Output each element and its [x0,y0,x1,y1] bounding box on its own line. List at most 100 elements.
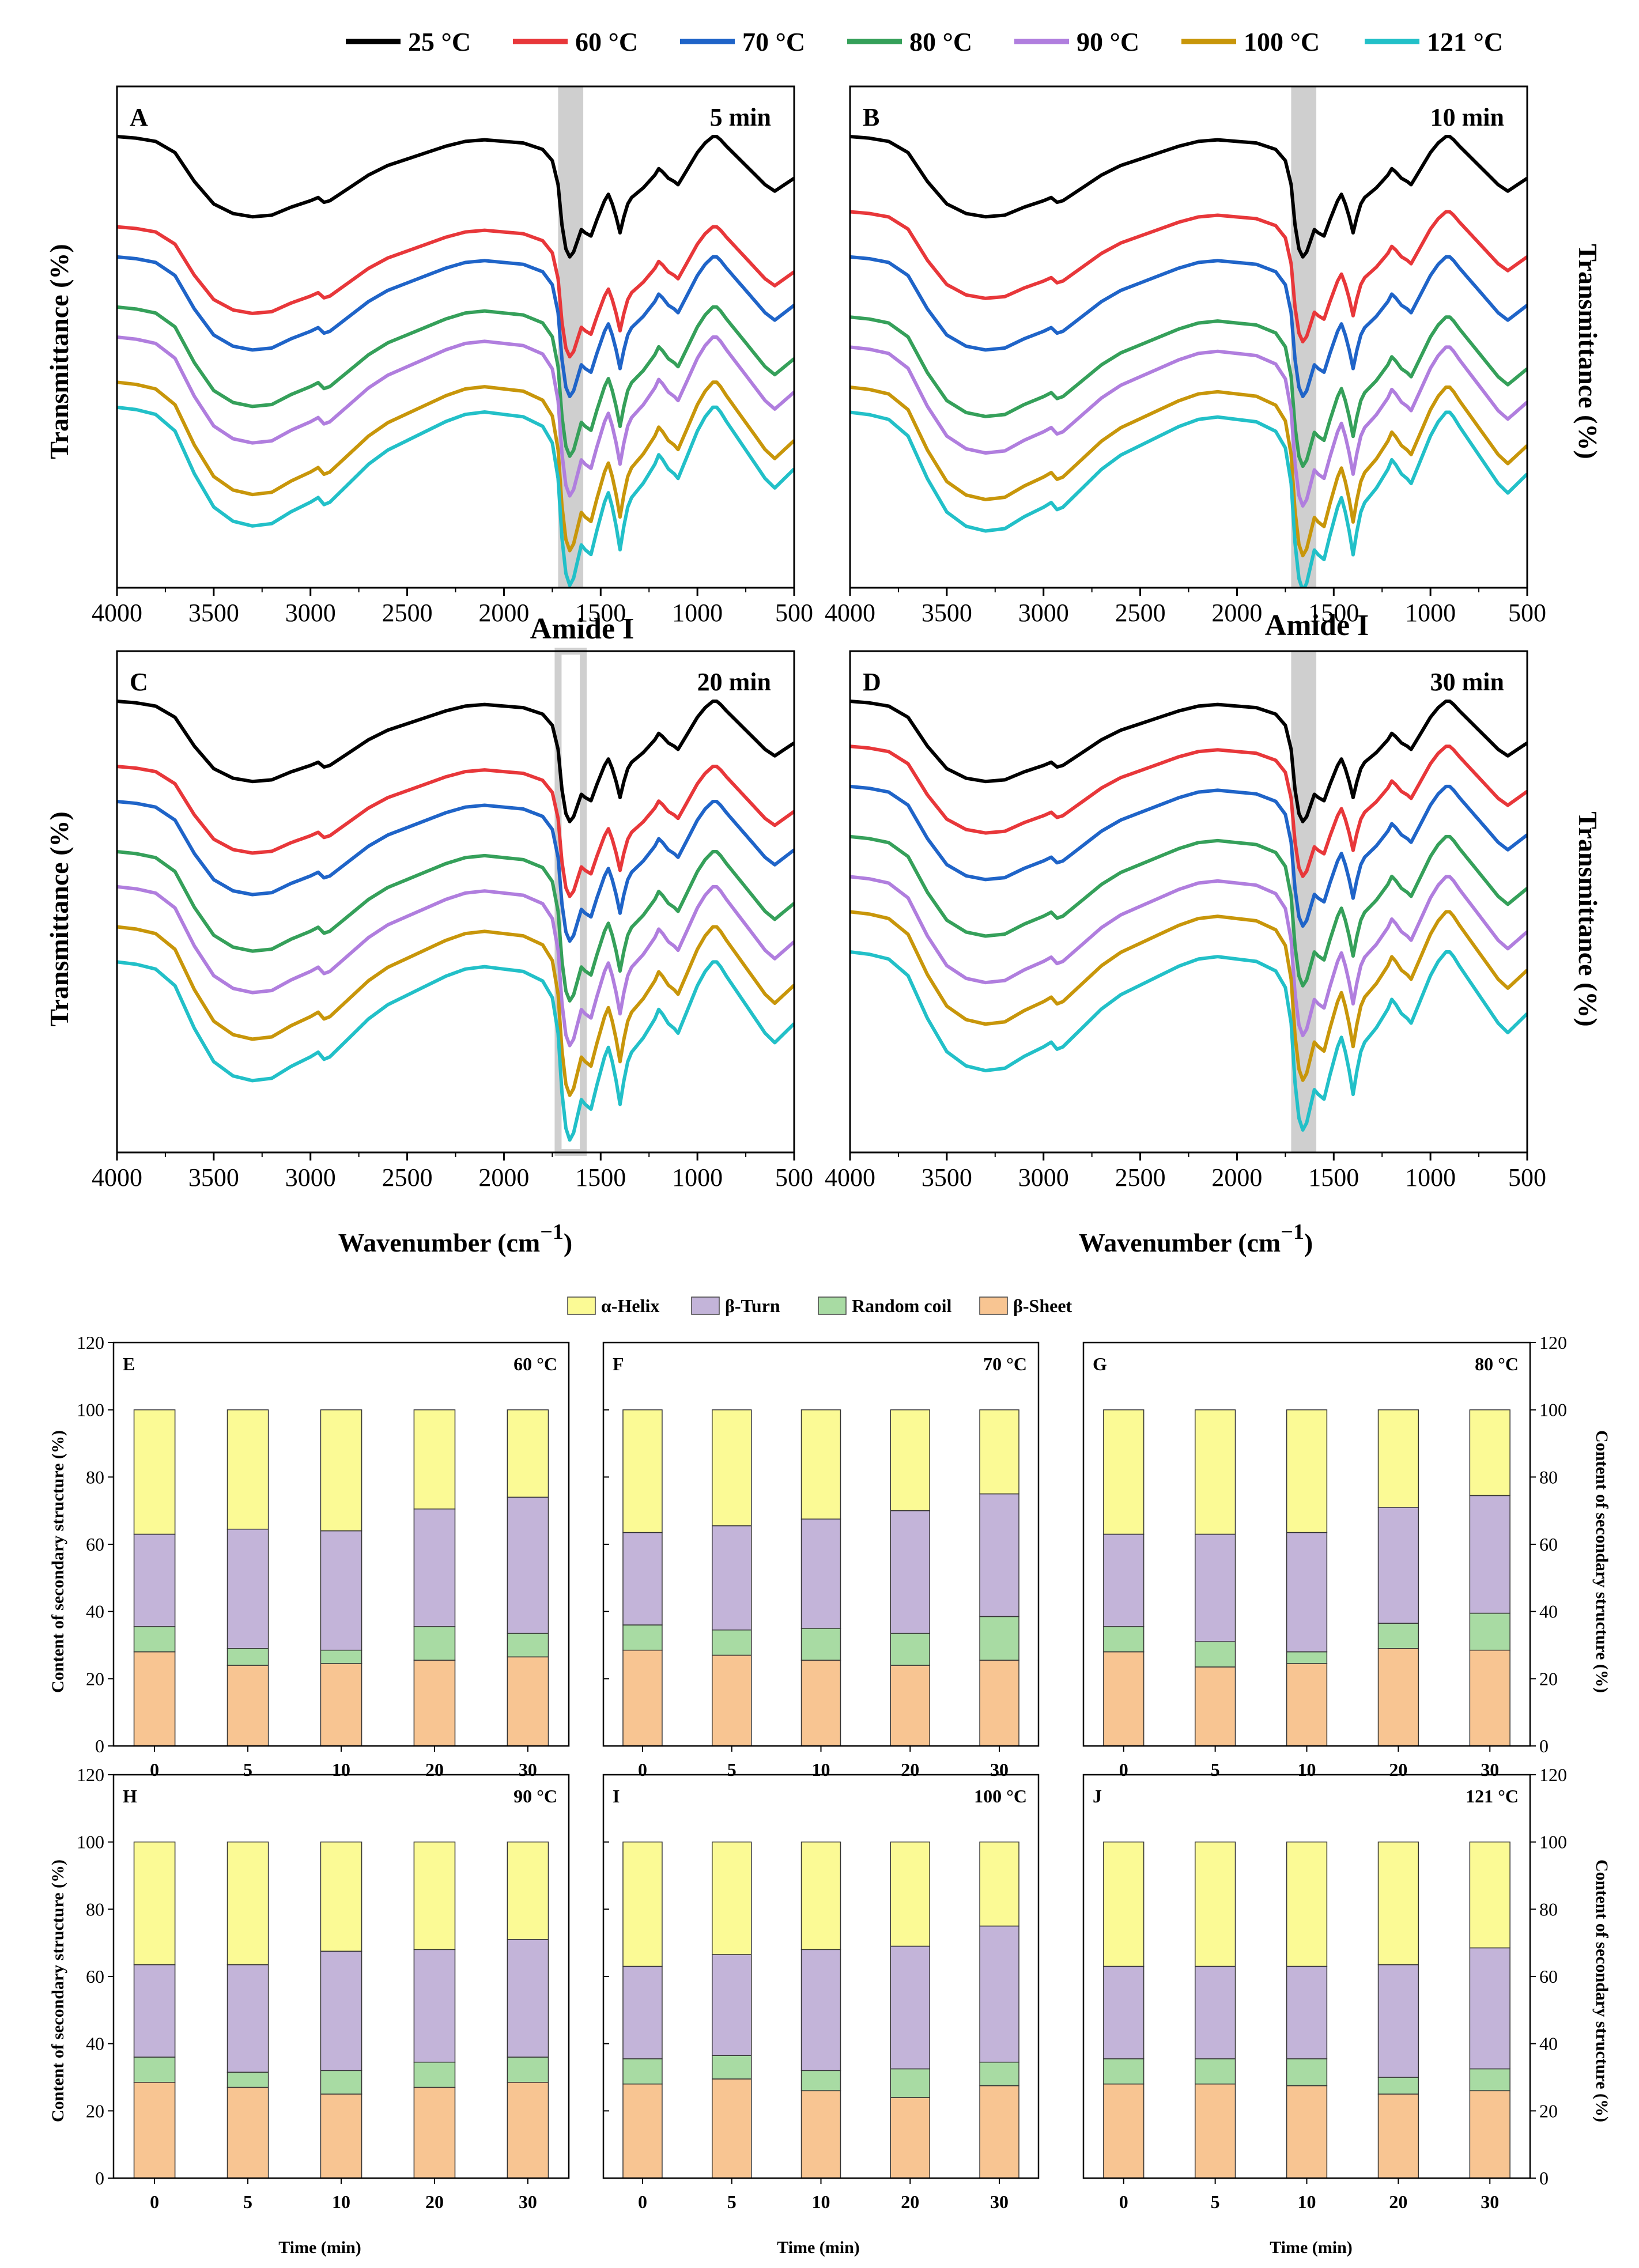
bar-turn [1195,1965,1236,2059]
spectrum-80c [850,315,1527,468]
bar-ylabel-bottom-right: Content of secondary structure (%) [1592,1859,1611,2122]
spectrum-60c [117,225,794,359]
bar-turn [890,1510,931,1634]
panel-temp: 90 °C [513,1786,557,1806]
bar-sheet [979,1660,1019,1747]
bar-turn [800,1949,841,2072]
spectrum-60c [117,765,794,898]
bar-legend: α-Helix β-Turn Random coil β-Sheet [567,1295,1072,1316]
spectrum-25c [850,135,1527,259]
y-tick-label: 0 [95,2168,104,2188]
bar-sheet [507,2082,549,2179]
spectrum-60c [850,744,1527,878]
panel-letter: I [613,1786,620,1806]
legend-swatch-helix [567,1296,596,1315]
bar-coil [979,2062,1019,2086]
x-tick-label: 10 [332,2191,350,2212]
bar-turn [507,1496,549,1634]
panel-temp: 80 °C [1475,1354,1519,1374]
spectrum-100c [850,385,1527,558]
y-tick-label: 100 [1539,1400,1567,1420]
panel-time: 20 min [697,668,771,696]
bar-coil [1286,2058,1328,2086]
bar-turn [979,1493,1019,1617]
legend-label-60: 60 °C [575,27,638,56]
bar-turn [133,1533,176,1627]
bar-ylabel-top-left: Content of secondary structure (%) [48,1430,67,1693]
bar-coil [1103,2058,1145,2085]
ftir-xlabel-right: Wavenumber (cm−1) [1079,1220,1313,1257]
bar-turn [320,1530,362,1651]
amide-label-right: Amide I [1265,609,1369,642]
bar-turn [226,1529,269,1649]
bar-coil [1469,2068,1510,2092]
y-tick-label: 80 [1539,1466,1558,1487]
bar-sheet [320,2093,362,2179]
x-tick-label: 4000 [92,1163,142,1192]
bar-helix [1103,1841,1145,1967]
spectrum-121c [117,405,794,587]
x-tick-label: 10 [332,1759,350,1780]
spectrum-100c [117,380,794,553]
x-tick-label: 5 [1211,1759,1220,1780]
x-tick-label: 500 [1508,1163,1546,1192]
x-tick-label: 20 [1389,2191,1407,2212]
bar-helix [890,1409,931,1511]
legend-label-80: 80 °C [909,27,972,56]
panel-temp: 70 °C [983,1354,1027,1374]
legend-label-100: 100 °C [1244,27,1320,56]
bar-turn [800,1518,841,1629]
bar-coil [800,2070,841,2092]
bar-helix [226,1409,269,1530]
x-tick-label: 5 [1211,2191,1220,2212]
x-tick-label: 1500 [575,1163,626,1192]
bar-helix [979,1841,1019,1927]
bar-coil [226,1648,269,1666]
legend-label-25: 25 °C [408,27,471,56]
x-tick-label: 2000 [478,1163,529,1192]
bar-turn [890,1945,931,2070]
y-tick-label: 40 [86,2033,104,2054]
bar-coil [1103,1626,1145,1653]
y-tick-label: 80 [86,1899,104,1919]
x-tick-label: 4000 [825,599,875,627]
bar-helix [800,1841,841,1951]
bar-turn [226,1964,269,2073]
ftir-legend: 25 °C 60 °C 70 °C 80 °C 90 °C 100 °C 121 °C [346,27,1503,56]
x-tick-label: 0 [638,2191,647,2212]
bar-helix [320,1409,362,1532]
spectrum-70c [850,784,1527,928]
bar-sheet [413,1660,456,1747]
bar-helix [413,1841,456,1951]
spectrum-121c [117,960,794,1142]
ftir-panel-c: 4000 3500 3000 2500 2000 1500 1000 500 C 20 min [92,648,813,1192]
bar-helix [1377,1409,1419,1508]
bar-sheet [979,2085,1019,2179]
x-tick-label: 2500 [1115,599,1166,627]
bar-helix [1286,1409,1328,1533]
bar-xlabel-1: Time (min) [278,2238,361,2257]
spectrum-25c [117,135,794,259]
bar-helix [507,1841,549,1940]
y-tick-label: 40 [1539,2033,1558,2054]
x-tick-label: 1000 [672,1163,723,1192]
x-tick-label: 30 [990,2191,1009,2212]
bar-coil [712,2055,752,2080]
bar-coil [979,1616,1019,1661]
bar-turn [1103,1533,1145,1627]
bar-helix [712,1841,752,1955]
bar-helix [1469,1409,1510,1496]
panel-letter: C [130,668,148,696]
panel-letter: J [1093,1786,1102,1806]
x-tick-label: 1000 [1405,599,1456,627]
y-tick-label: 0 [95,1736,104,1756]
panel-letter: F [613,1354,624,1374]
spectrum-90c [850,875,1527,1038]
legend-label-coil: Random coil [852,1295,951,1316]
bar-coil [413,2062,456,2088]
panel-letter: H [123,1786,137,1806]
spectrum-100c [117,925,794,1097]
bar-turn [413,1509,456,1627]
x-tick-label: 3500 [922,599,972,627]
panel-letter: B [863,103,879,131]
